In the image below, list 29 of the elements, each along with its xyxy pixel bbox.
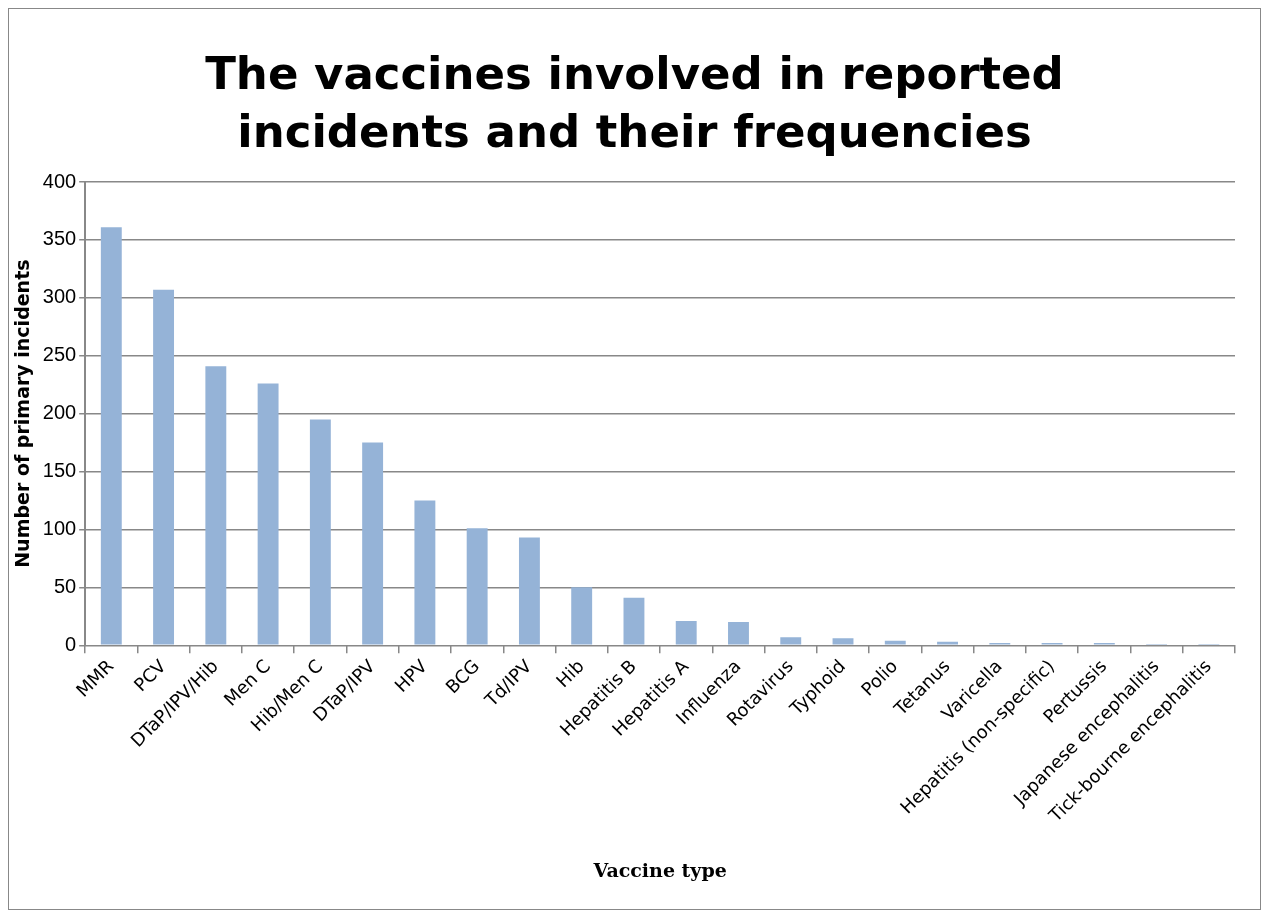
bar (728, 622, 749, 645)
y-tick-label: 350 (42, 227, 77, 250)
y-tick-label: 50 (53, 574, 77, 597)
y-tick-label: 250 (42, 343, 77, 366)
bar (832, 638, 854, 645)
bar (675, 620, 697, 645)
y-tick-label: 400 (42, 169, 77, 192)
y-tick-label: 300 (42, 285, 77, 308)
bar (309, 419, 331, 645)
y-tick-label: 100 (42, 516, 77, 539)
bar (414, 500, 436, 645)
bar (257, 383, 279, 645)
bar (884, 640, 906, 645)
bar (153, 289, 175, 645)
y-tick-label: 0 (65, 632, 77, 655)
bar (571, 587, 593, 645)
bar (937, 641, 958, 645)
bar (780, 637, 802, 645)
bar (100, 227, 122, 645)
chart-title: The vaccines involved in reported incidents and their frequencies (204, 46, 1065, 160)
bar (466, 528, 488, 645)
y-tick-label: 200 (42, 401, 77, 424)
x-axis-title: Vaccine type (592, 858, 727, 881)
bar (623, 597, 645, 645)
bar (518, 537, 540, 645)
bar (205, 366, 227, 645)
y-axis-title: Number of primary incidents (11, 259, 34, 568)
y-tick-label: 150 (42, 459, 77, 482)
bar (362, 442, 384, 645)
